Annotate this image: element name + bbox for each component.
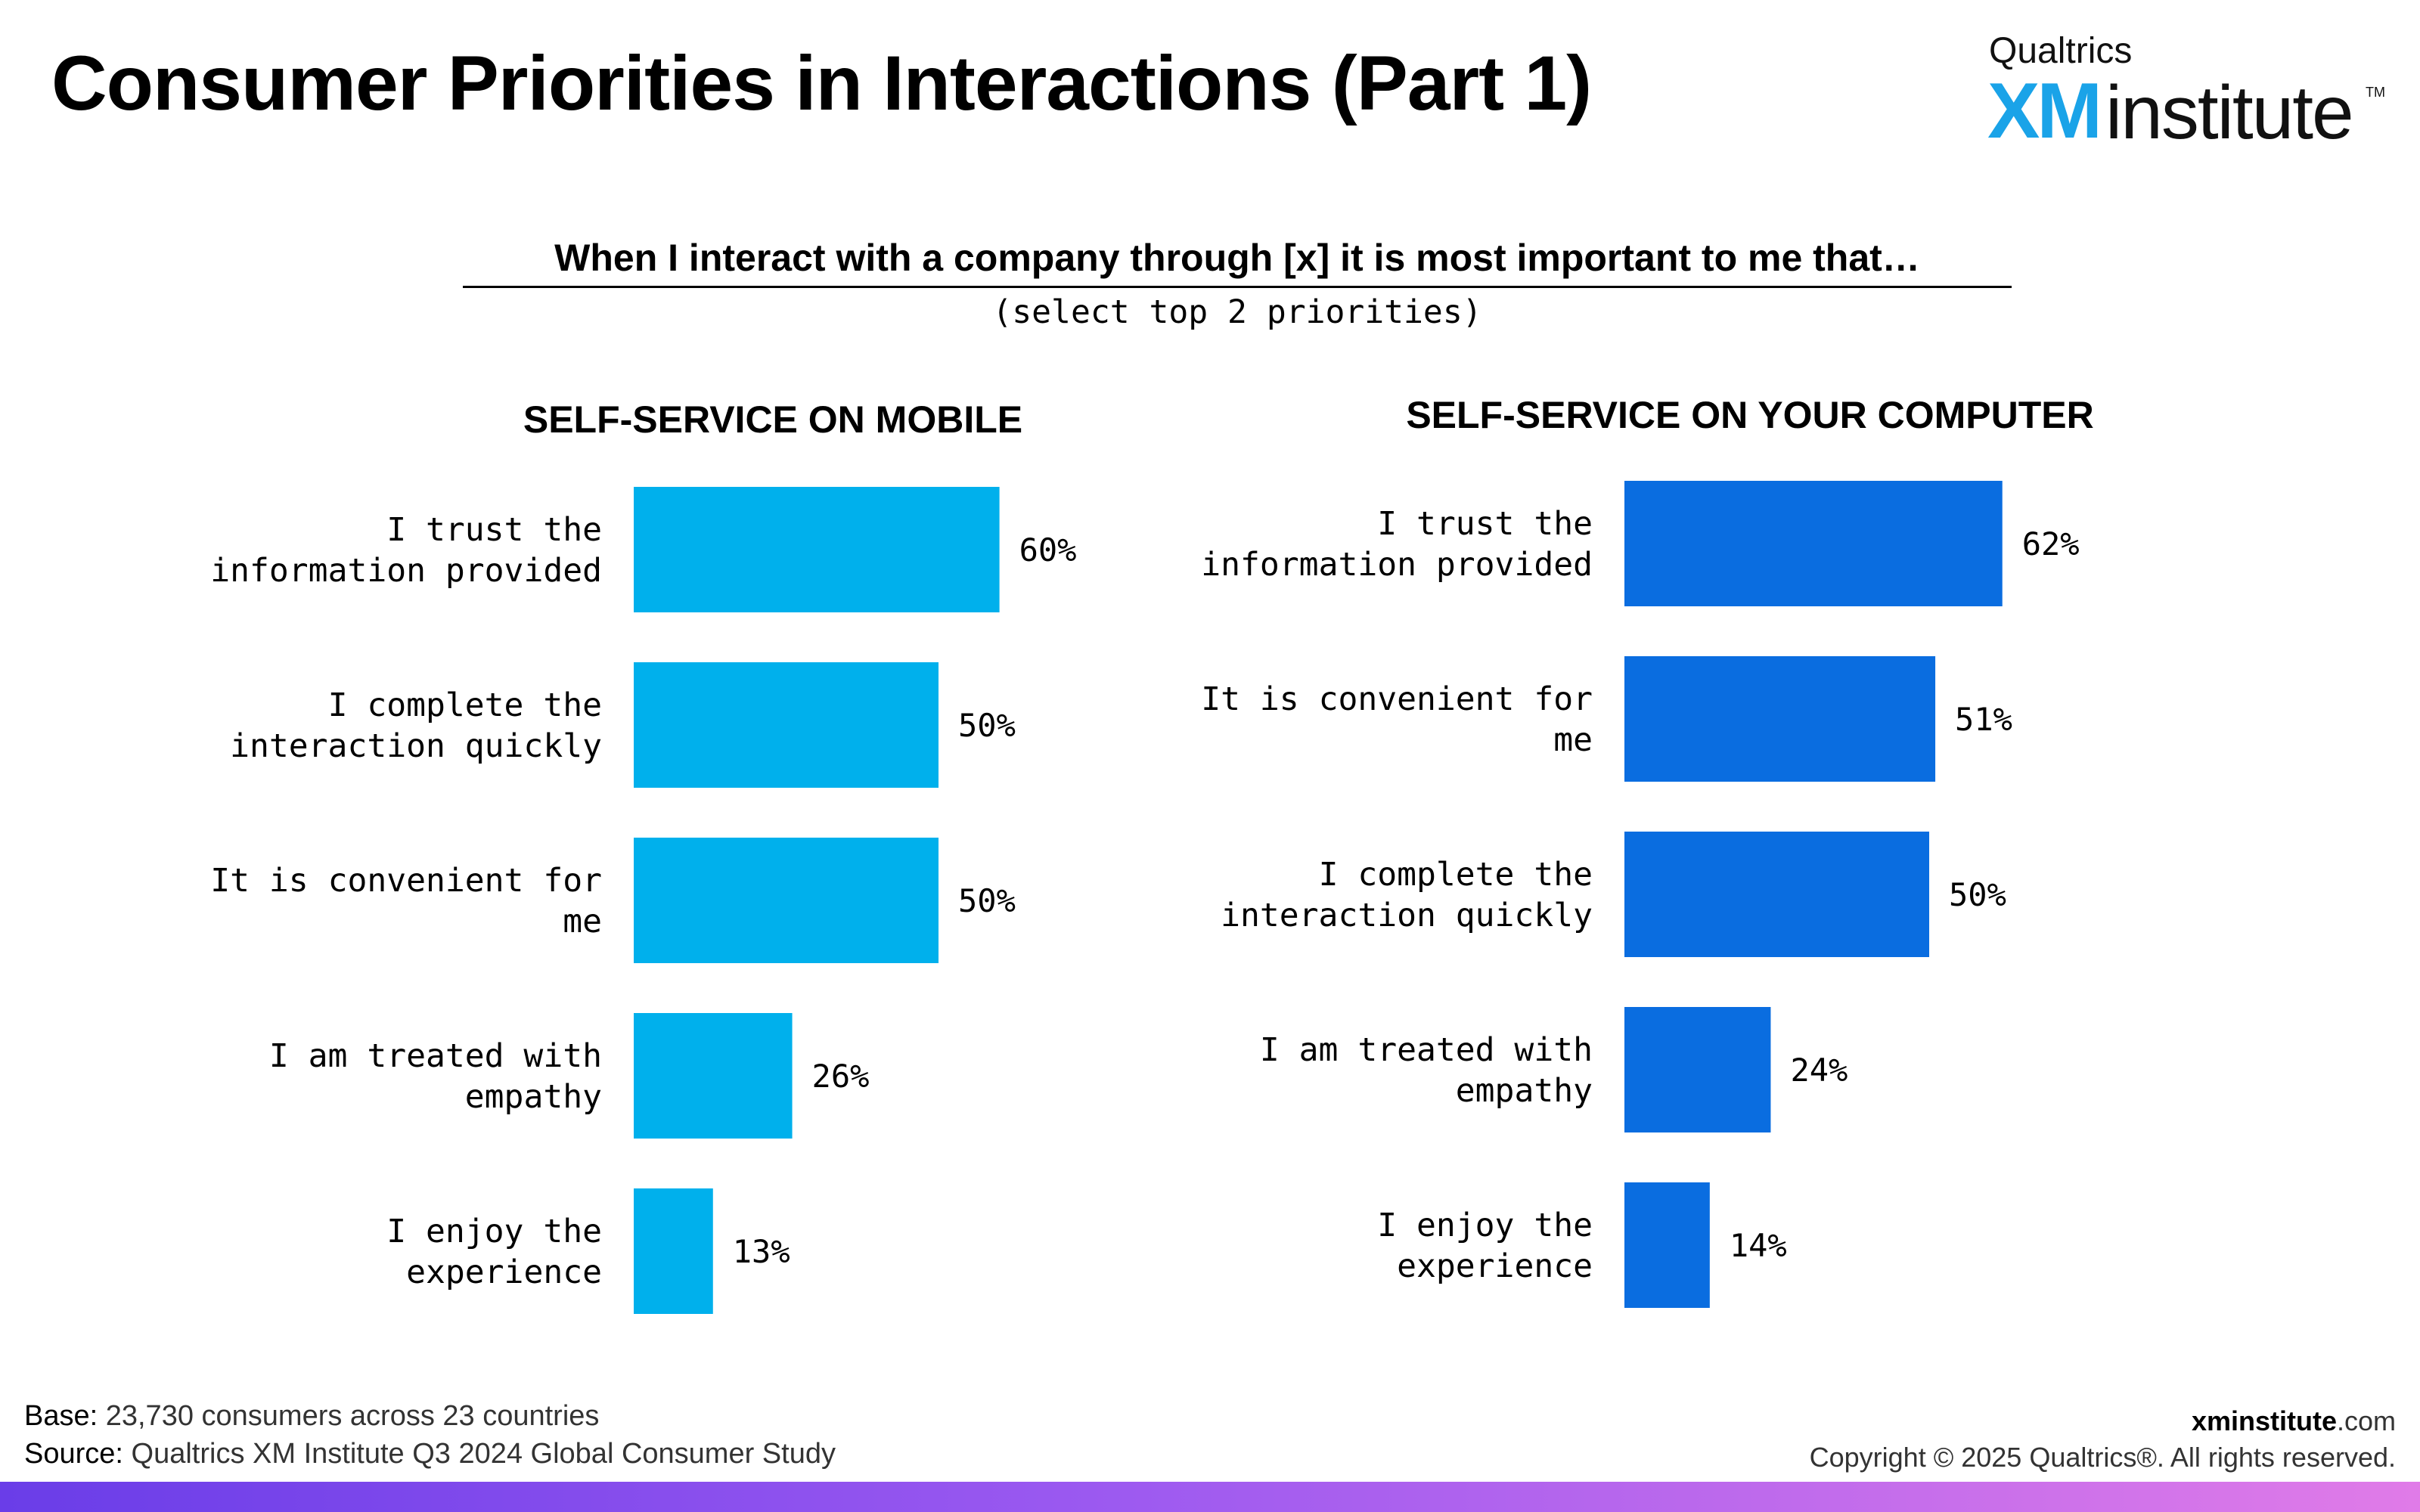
bar (634, 1188, 713, 1314)
category-label-line: I enjoy the (1377, 1207, 1593, 1244)
category-label: I complete the interaction quickly (230, 686, 602, 765)
bar (634, 662, 939, 788)
category-label-line: I am treated with (1260, 1031, 1593, 1069)
footer-copyright-block: xminstitute.com Copyright © 2025 Qualtri… (1810, 1403, 2396, 1476)
category-label-line: me (563, 903, 602, 940)
category-label-line: I complete the (328, 686, 602, 724)
footer-base-label: Base: (24, 1400, 98, 1432)
footer-site: xminstitute.com (1810, 1403, 2396, 1439)
category-label: It is convenient for me (1201, 680, 1593, 759)
category-label-line: I complete the (1319, 856, 1593, 894)
footer-base-source: Base: 23,730 consumers across 23 countri… (24, 1397, 836, 1473)
category-label-line: information provided (210, 552, 602, 590)
bar-value-label: 14% (1730, 1227, 1787, 1264)
category-label: I am treated with empathy (269, 1037, 602, 1116)
footer-gradient-bar (0, 1482, 2420, 1512)
bar (1624, 656, 1936, 782)
survey-question-instruction: (select top 2 priorities) (992, 293, 1482, 331)
footer-copyright: Copyright © 2025 Qualtrics®. All rights … (1809, 1442, 2396, 1473)
category-label-line: interaction quickly (1221, 897, 1593, 934)
bar (634, 487, 1000, 612)
footer-site-bold: xminstitute (2191, 1405, 2337, 1436)
footer-source: Source: Qualtrics XM Institute Q3 2024 G… (24, 1435, 836, 1473)
chart-title: SELF-SERVICE ON YOUR COMPUTER (1406, 394, 2093, 436)
bar (1624, 1007, 1771, 1132)
footer-base-text: 23,730 consumers across 23 countries (105, 1400, 600, 1432)
logo-trademark: TM (2366, 85, 2385, 100)
category-label-line: empathy (1456, 1072, 1593, 1110)
footer-source-text: Qualtrics XM Institute Q3 2024 Global Co… (131, 1438, 836, 1470)
category-label: I enjoy the experience (1377, 1207, 1593, 1285)
category-label-line: interaction quickly (230, 727, 602, 765)
category-label-line: I trust the (386, 511, 602, 549)
logo-institute-text: institute (2105, 70, 2354, 155)
bar-value-label: 13% (733, 1233, 790, 1270)
category-label-line: I am treated with (269, 1037, 602, 1075)
bar-chart-1: SELF-SERVICE ON MOBILE 60% I trust the info… (210, 398, 1076, 1314)
bar (634, 838, 939, 963)
footer-source-label: Source: (24, 1438, 123, 1470)
category-label: It is convenient for me (210, 862, 602, 940)
category-label-line: experience (1397, 1247, 1593, 1285)
chart-title: SELF-SERVICE ON MOBILE (523, 398, 1022, 441)
qualtrics-xm-institute-logo: Qualtrics XM institute TM (1972, 30, 2385, 155)
logo-xm-text: XM (1987, 67, 2102, 155)
bar-value-label: 24% (1790, 1052, 1848, 1089)
footer-site-rest: .com (2336, 1405, 2396, 1436)
category-label-line: me (1553, 721, 1593, 759)
survey-question: When I interact with a company through [… (554, 237, 1920, 279)
category-label: I am treated with empathy (1260, 1031, 1593, 1110)
category-label: I enjoy the experience (386, 1213, 602, 1291)
category-label: I trust the information provided (210, 511, 602, 590)
category-label: I complete the interaction quickly (1221, 856, 1593, 934)
bar-value-label: 50% (958, 707, 1016, 744)
bar (1624, 481, 2003, 606)
logo-qualtrics-text: Qualtrics (1989, 31, 2133, 71)
bar-value-label: 51% (1955, 701, 2012, 738)
bar (1624, 832, 1929, 957)
bar-value-label: 50% (958, 882, 1016, 919)
bar-value-label: 62% (2022, 525, 2080, 562)
category-label-line: I enjoy the (386, 1213, 602, 1250)
category-label-line: experience (406, 1253, 602, 1291)
bar (634, 1013, 793, 1139)
bar-value-label: 60% (1019, 531, 1077, 569)
bar-value-label: 50% (1949, 876, 2006, 913)
category-label-line: information provided (1201, 546, 1593, 584)
question-divider (463, 286, 2012, 288)
bar-chart-2: SELF-SERVICE ON YOUR COMPUTER 62% I trust … (1201, 394, 2094, 1308)
bar-value-label: 26% (812, 1058, 870, 1095)
category-label-line: I trust the (1377, 505, 1593, 543)
category-label: I trust the information provided (1201, 505, 1593, 584)
category-label-line: It is convenient for (210, 862, 602, 900)
page-title: Consumer Priorities in Interactions (Par… (51, 40, 1592, 126)
footer-base: Base: 23,730 consumers across 23 countri… (24, 1397, 836, 1435)
bar (1624, 1182, 1710, 1308)
category-label-line: empathy (465, 1078, 602, 1116)
category-label-line: It is convenient for (1201, 680, 1593, 718)
